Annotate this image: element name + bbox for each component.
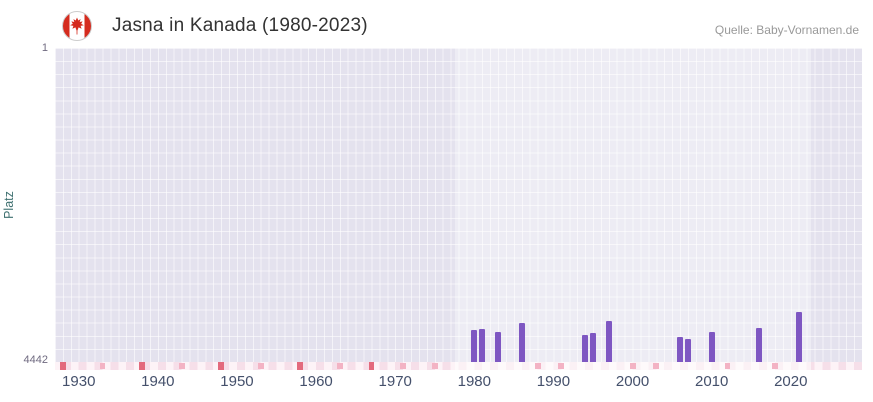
- no-rank-marker-2000[interactable]: [629, 363, 636, 369]
- no-rank-marker-strong-1958[interactable]: [297, 362, 304, 370]
- rank-bar-1986[interactable]: [518, 322, 525, 362]
- x-tick-label-2010: 2010: [694, 373, 729, 390]
- maple-leaf-icon: [70, 17, 84, 35]
- x-tick-label-2020: 2020: [774, 373, 808, 390]
- x-tick-label-1940: 1940: [141, 373, 175, 390]
- x-tick-label-1980: 1980: [457, 373, 491, 390]
- rank-bar-1981[interactable]: [479, 328, 486, 362]
- highlight-band: [454, 48, 811, 362]
- no-rank-marker-1953[interactable]: [257, 363, 264, 369]
- x-tick-label-1950: 1950: [220, 373, 254, 390]
- x-tick-label-1970: 1970: [378, 373, 412, 390]
- rank-bar-2006[interactable]: [677, 337, 684, 362]
- rank-bar-2007[interactable]: [684, 338, 691, 362]
- y-tick-label-bottom: 4442: [23, 354, 48, 366]
- no-rank-marker-2012[interactable]: [724, 363, 731, 369]
- rank-bar-2021[interactable]: [795, 311, 802, 362]
- no-rank-marker-2018[interactable]: [772, 363, 778, 369]
- no-rank-marker-1963[interactable]: [336, 363, 343, 369]
- x-tick-label-1960: 1960: [299, 373, 333, 390]
- no-rank-marker-strong-1938[interactable]: [139, 362, 145, 370]
- rank-bar-1997[interactable]: [605, 320, 612, 362]
- x-axis: 1930 1940 1950 1960 1970 1980 1990 2000 2010 2020: [55, 373, 862, 393]
- rank-bar-2016[interactable]: [756, 327, 763, 362]
- canada-flag-icon: [62, 11, 92, 41]
- x-tick-label-1930: 1930: [62, 373, 96, 390]
- source-label: Quelle: Baby-Vornamen.de: [714, 23, 859, 37]
- y-axis-title: Platz: [2, 191, 16, 219]
- no-rank-marker-1991[interactable]: [558, 363, 565, 369]
- no-rank-marker-1975[interactable]: [431, 363, 438, 369]
- no-rank-marker-strong-1948[interactable]: [218, 362, 225, 370]
- no-rank-marker-2003[interactable]: [653, 363, 660, 369]
- x-tick-label-2000: 2000: [615, 373, 650, 390]
- rank-bar-2010[interactable]: [708, 331, 715, 362]
- no-rank-marker-strong-1967[interactable]: [368, 362, 375, 370]
- x-tick-label-1990: 1990: [536, 373, 571, 390]
- no-rank-marker-1943[interactable]: [178, 363, 185, 369]
- plot-area: [55, 48, 862, 362]
- rank-bar-1983[interactable]: [495, 331, 502, 362]
- rank-bar-1995[interactable]: [590, 332, 596, 362]
- chart-title: Jasna in Kanada (1980-2023): [112, 15, 368, 36]
- no-rank-marker-1971[interactable]: [400, 363, 407, 369]
- no-rank-marker-1988[interactable]: [534, 363, 541, 369]
- no-rank-marker-1933[interactable]: [99, 363, 106, 369]
- no-rank-strip: [55, 362, 862, 370]
- y-tick-label-top: 1: [41, 42, 48, 54]
- no-rank-marker-strong-1928[interactable]: [59, 362, 66, 370]
- rank-bar-1980[interactable]: [471, 330, 478, 362]
- rank-bar-1994[interactable]: [582, 335, 589, 362]
